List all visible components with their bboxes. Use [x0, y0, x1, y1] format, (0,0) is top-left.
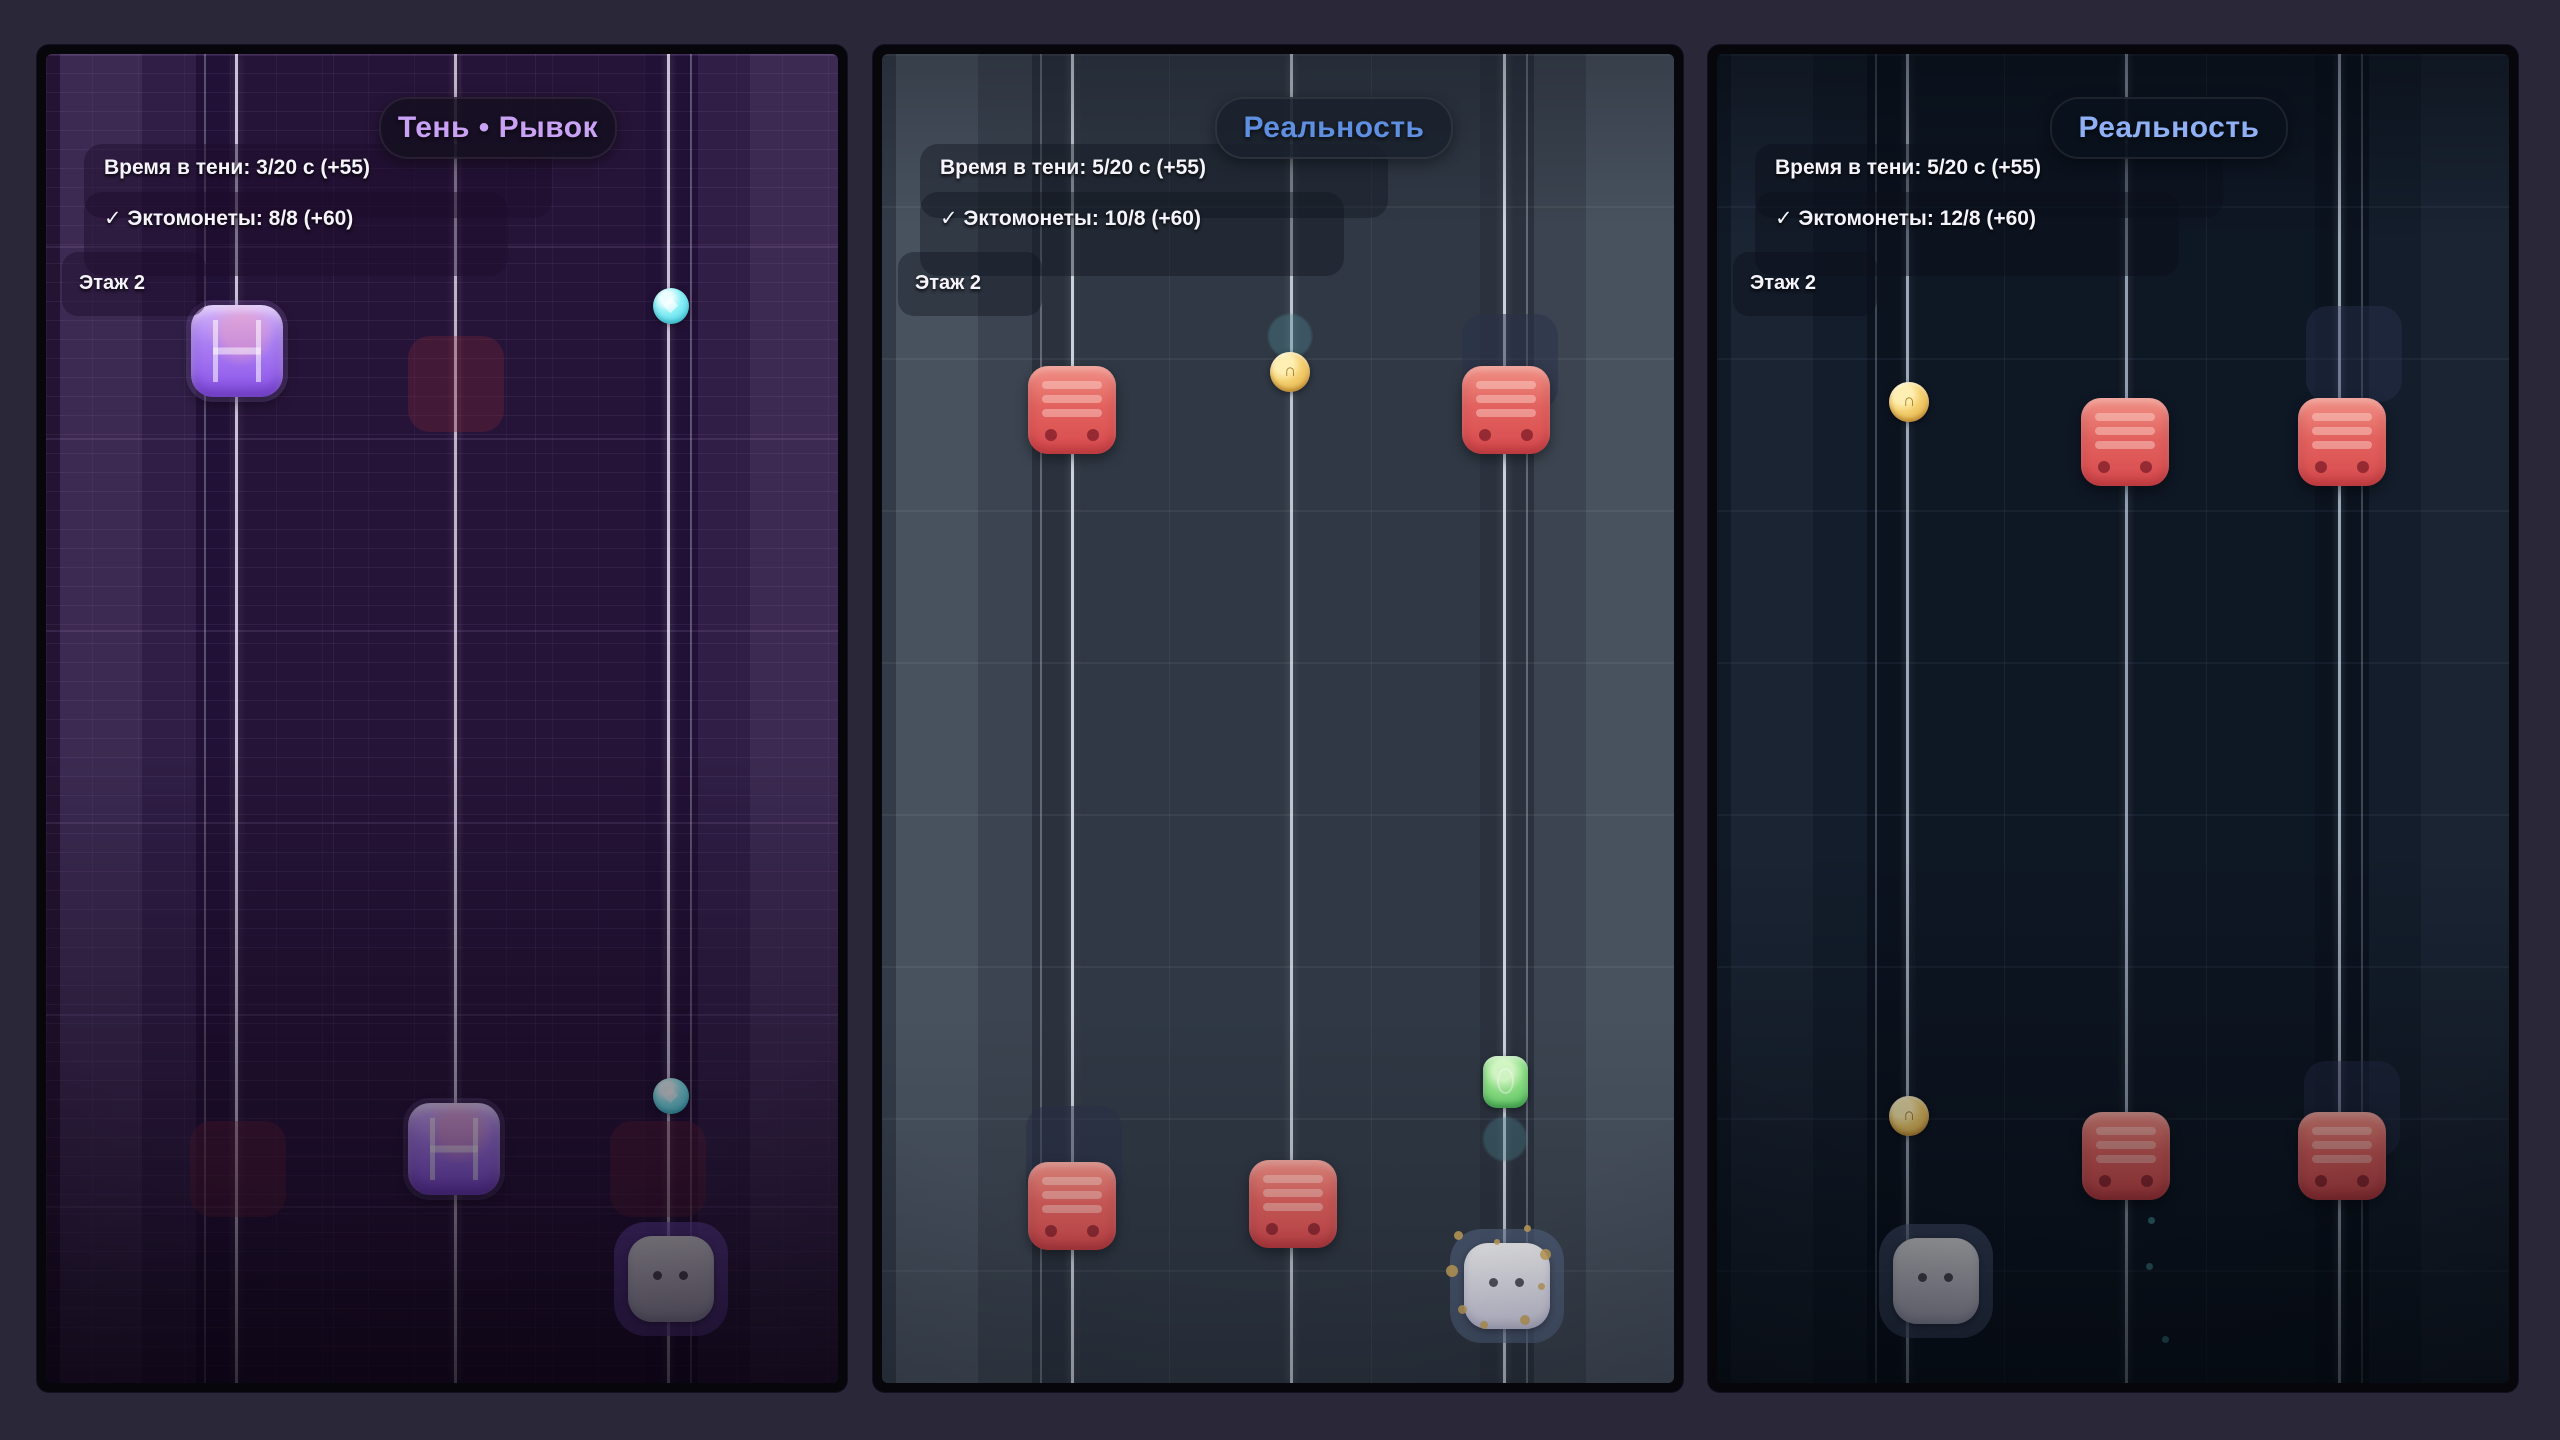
hud-panel: [920, 192, 1344, 276]
obstacle-red: [1028, 1162, 1116, 1250]
lane-rail: [1040, 54, 1042, 1383]
floor-badge: Этаж 2: [898, 252, 1042, 316]
sparkle-particle: [1520, 1315, 1530, 1325]
sparkle-particle: [1494, 1239, 1500, 1245]
ectocoins-stat: ✓ Эктомонеты: 10/8 (+60): [940, 207, 1201, 230]
entity-layer: ∩: [882, 54, 1674, 1383]
shadow-time-stat: Время в тени: 5/20 с (+55): [1775, 156, 2041, 179]
sparkle-particle: [1538, 1283, 1545, 1290]
lane-rail-right: [1503, 54, 1506, 1383]
game-panel-shadow-dash[interactable]: Время в тени: 3/20 с (+55) ✓ Эктомонеты:…: [37, 45, 847, 1392]
sparkle-particle: [1540, 1249, 1551, 1260]
hud-panel: [1755, 192, 2179, 276]
lane-rail: [1526, 54, 1528, 1383]
vignette: [882, 54, 1674, 1383]
shadow-time-stat: Время в тени: 5/20 с (+55): [940, 156, 1206, 179]
grid-vline: [1371, 54, 1372, 1383]
floor-badge: Этаж 2: [62, 252, 206, 316]
sparkle-particle: [1524, 1225, 1531, 1232]
vignette: [1717, 54, 2509, 1383]
sparkle-particle: [1480, 1321, 1488, 1329]
lane-rail-left: [1071, 54, 1074, 1383]
mode-title-badge: Тень • Рывок: [379, 97, 617, 159]
mode-title: Реальность: [2078, 111, 2260, 144]
obstacle-red: [1249, 1160, 1337, 1248]
floor-label: Этаж 2: [1750, 272, 1817, 294]
ghost-circle: [1268, 314, 1312, 358]
lane-rail-center: [1290, 54, 1293, 1383]
mode-title: Реальность: [1243, 111, 1425, 144]
ghost-circle: [1483, 1117, 1527, 1161]
mode-title: Тень • Рывок: [397, 111, 599, 144]
game-panel-reality-2[interactable]: ∩∩ Время в тени: 5/20 с (+55) ✓ Эктомоне…: [1708, 45, 2518, 1392]
sparkle-particle: [1454, 1231, 1463, 1240]
floor-label: Этаж 2: [79, 272, 146, 294]
shadow-time-stat: Время в тени: 3/20 с (+55): [104, 156, 370, 179]
floor-label: Этаж 2: [915, 272, 982, 294]
mode-title-badge: Реальность: [2050, 97, 2288, 159]
ectocoins-stat: ✓ Эктомонеты: 8/8 (+60): [104, 207, 354, 230]
coin: ∩: [1270, 352, 1310, 392]
mode-title-badge: Реальность: [1215, 97, 1453, 159]
player-character[interactable]: [1446, 1225, 1564, 1343]
hud-panel: [84, 192, 508, 276]
sparkle-particle: [1458, 1305, 1467, 1314]
gem-green: [1482, 1056, 1528, 1108]
floor-badge: Этаж 2: [1733, 252, 1877, 316]
grid-vline: [1169, 54, 1170, 1383]
sparkle-particle: [1446, 1265, 1458, 1277]
game-panel-reality-1[interactable]: ∩ Время в тени: 5/20 с (+55) ✓ Эктомонет…: [873, 45, 1683, 1392]
ectocoins-stat: ✓ Эктомонеты: 12/8 (+60): [1775, 207, 2036, 230]
obstacle-red: [1028, 366, 1116, 454]
obstacle-red: [1462, 366, 1550, 454]
vignette: [46, 54, 838, 1383]
